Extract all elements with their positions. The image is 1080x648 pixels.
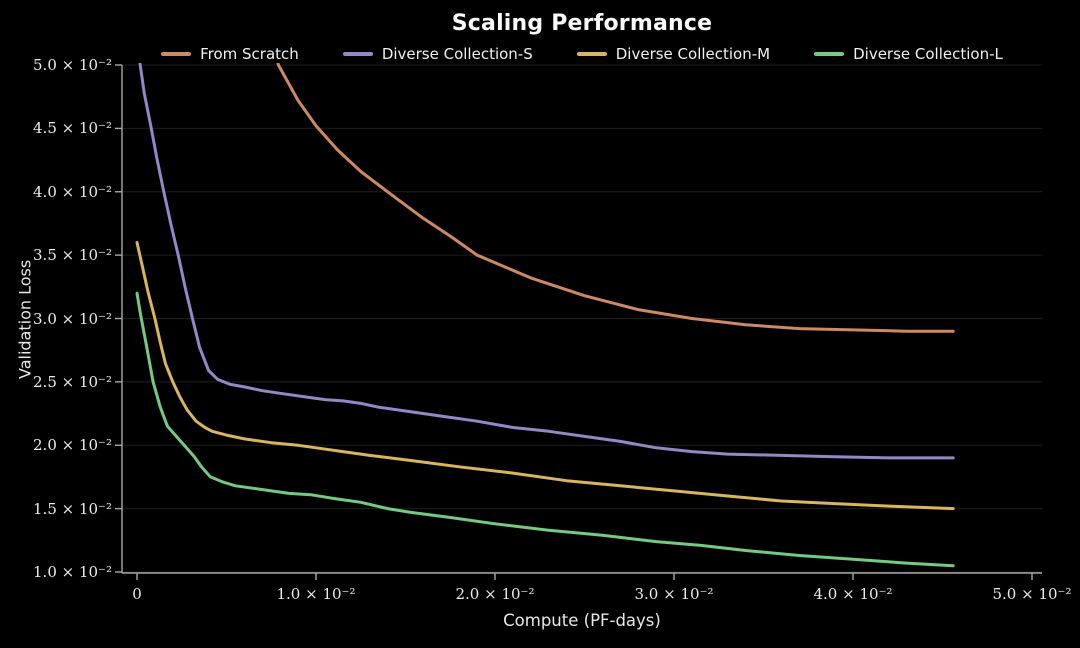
legend-label: Diverse Collection-M bbox=[615, 45, 771, 63]
series-line-diverse-collection-m bbox=[135, 241, 955, 511]
y-tick-label: 1.0 × 10⁻² bbox=[33, 563, 112, 581]
legend-item-diverse-collection-l: Diverse Collection-L bbox=[814, 45, 1003, 63]
legend-item-diverse-collection-s: Diverse Collection-S bbox=[342, 45, 533, 63]
x-tick-label: 4.0 × 10⁻² bbox=[813, 585, 893, 603]
legend-swatch-icon bbox=[342, 52, 373, 56]
series-line-diverse-collection-l bbox=[135, 291, 955, 568]
x-axis-label: Compute (PF-days) bbox=[503, 611, 661, 630]
y-tick-label: 2.0 × 10⁻² bbox=[33, 436, 112, 455]
legend: From Scratch Diverse Collection-S Divers… bbox=[122, 43, 1042, 65]
series-line-from-scratch bbox=[276, 63, 955, 333]
chart-title: Scaling Performance bbox=[451, 11, 713, 36]
legend-item-diverse-collection-m: Diverse Collection-M bbox=[576, 45, 771, 63]
y-tick-label: 2.5 × 10⁻² bbox=[33, 372, 112, 391]
x-tick-label: 2.0 × 10⁻² bbox=[455, 585, 535, 603]
x-tick-label: 0 bbox=[132, 585, 142, 603]
x-tick-label: 5.0 × 10⁻² bbox=[992, 585, 1072, 603]
legend-swatch-icon bbox=[576, 52, 607, 56]
legend-swatch-icon bbox=[161, 52, 192, 56]
x-tick-label: 1.0 × 10⁻² bbox=[276, 585, 356, 603]
legend-label: Diverse Collection-L bbox=[853, 45, 1003, 63]
x-tick-label: 3.0 × 10⁻² bbox=[634, 585, 714, 603]
y-tick-label: 5.0 × 10⁻² bbox=[33, 56, 112, 74]
legend-swatch-icon bbox=[814, 52, 845, 56]
legend-item-from-scratch: From Scratch bbox=[161, 45, 299, 63]
y-tick-label: 1.5 × 10⁻² bbox=[33, 499, 112, 518]
legend-label: From Scratch bbox=[200, 45, 299, 63]
y-tick-label: 4.5 × 10⁻² bbox=[33, 119, 112, 138]
y-tick-label: 4.0 × 10⁻² bbox=[33, 182, 112, 201]
y-tick-label: 3.0 × 10⁻² bbox=[33, 309, 112, 328]
legend-label: Diverse Collection-S bbox=[381, 45, 533, 63]
y-tick-label: 3.5 × 10⁻² bbox=[33, 246, 112, 265]
series-line-diverse-collection-s bbox=[138, 63, 955, 460]
